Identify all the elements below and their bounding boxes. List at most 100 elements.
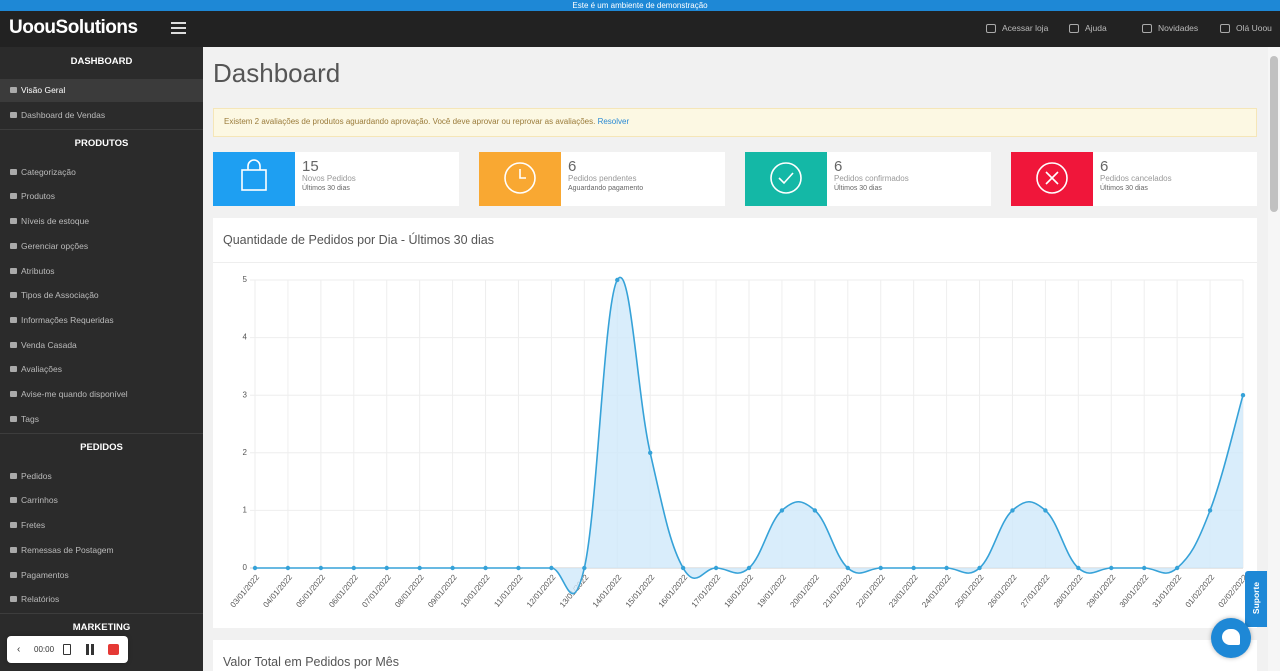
alert: Existem 2 avaliações de produtos aguarda… <box>213 108 1257 137</box>
bag-handle <box>247 159 261 170</box>
y-tick-label: 5 <box>243 275 248 284</box>
nav-link[interactable]: Olá Uoou <box>1236 23 1272 33</box>
sidebar-icon <box>10 218 17 225</box>
sidebar-icon <box>10 497 17 504</box>
sidebar-item[interactable]: Avaliações <box>21 364 62 375</box>
sidebar-section-title: DASHBOARD <box>70 56 133 67</box>
point <box>713 565 719 571</box>
check <box>778 172 794 185</box>
recorder-back[interactable]: ‹ <box>17 644 21 655</box>
icon-circle <box>504 162 536 194</box>
icon-circle <box>1036 162 1068 194</box>
logo[interactable]: UoouSolutions <box>9 17 138 38</box>
sidebar-icon <box>10 596 17 603</box>
sidebar-divider <box>0 613 203 615</box>
stat-icon-box <box>745 152 827 206</box>
sidebar-item[interactable]: Pedidos <box>21 470 52 481</box>
recorder-stop[interactable] <box>108 644 119 655</box>
sidebar-item[interactable]: Pagamentos <box>21 569 69 580</box>
menu-toggle[interactable] <box>171 22 186 34</box>
x-tick-label: 26/01/2022 <box>986 572 1019 609</box>
recorder-time: 00:00 <box>34 645 55 654</box>
point <box>318 565 324 571</box>
point <box>417 565 422 571</box>
sidebar-item[interactable]: Dashboard de Vendas <box>21 109 106 120</box>
point <box>911 565 916 571</box>
point <box>1109 565 1114 571</box>
point <box>779 508 785 513</box>
menu-bar <box>171 27 186 29</box>
stat-card: 6 Pedidos pendentes Aguardando pagamento <box>479 152 725 206</box>
alert-link[interactable]: Resolver <box>597 117 630 126</box>
sidebar-item[interactable]: Níveis de estoque <box>21 216 90 227</box>
x-tick-label: 25/01/2022 <box>953 572 986 609</box>
point <box>1240 393 1246 398</box>
point <box>1076 565 1081 571</box>
point <box>845 565 850 571</box>
y-tick-label: 2 <box>243 448 248 457</box>
sidebar-icon <box>10 267 17 274</box>
sidebar-divider <box>0 128 203 130</box>
stat-value: 6 <box>1100 158 1109 175</box>
sidebar-item[interactable]: Categorização <box>21 166 76 177</box>
x-tick-label: 12/01/2022 <box>525 572 558 609</box>
stat-sub: Últimos 30 dias <box>1100 185 1148 192</box>
sidebar-item[interactable]: Tipos de Associação <box>21 290 99 301</box>
sidebar-item[interactable]: Visão Geral <box>21 85 66 95</box>
point <box>615 277 620 283</box>
sidebar-item[interactable]: Venda Casada <box>21 339 77 350</box>
point <box>1207 508 1213 513</box>
x-tick-label: 07/01/2022 <box>360 572 393 609</box>
support-tab[interactable]: Suporte <box>1245 571 1267 627</box>
stat-sub: Últimos 30 dias <box>834 185 882 192</box>
sidebar-item[interactable]: Relatórios <box>21 594 60 605</box>
sidebar-icon <box>10 415 17 422</box>
scrollbar-thumb <box>1270 56 1278 212</box>
x-tick-label: 31/01/2022 <box>1151 572 1184 609</box>
x-tick-label: 20/01/2022 <box>788 572 821 609</box>
point <box>384 565 389 571</box>
x-tick-label: 18/01/2022 <box>723 572 756 609</box>
nav-icon <box>1142 24 1152 33</box>
sidebar-item[interactable]: Fretes <box>21 520 46 531</box>
x-tick-label: 27/01/2022 <box>1019 572 1052 609</box>
sidebar-icon <box>10 242 17 249</box>
nav-link[interactable]: Novidades <box>1158 23 1199 33</box>
sidebar-item[interactable]: Produtos <box>21 191 56 202</box>
x-tick-label: 28/01/2022 <box>1052 572 1085 609</box>
y-tick-label: 3 <box>243 390 248 399</box>
nav-link[interactable]: Acessar loja <box>1002 23 1049 33</box>
sidebar-item[interactable]: Gerenciar opções <box>21 240 89 251</box>
stat-icon-box <box>479 152 561 206</box>
x-tick-label: 19/01/2022 <box>755 572 788 609</box>
recorder-delete[interactable] <box>63 644 71 655</box>
sidebar-item[interactable]: Tags <box>21 413 39 424</box>
sidebar-icon <box>10 316 17 323</box>
sidebar-icon <box>10 341 17 348</box>
nav-link[interactable]: Ajuda <box>1085 23 1107 33</box>
recorder-pause[interactable] <box>86 644 94 655</box>
sidebar-item[interactable]: Carrinhos <box>21 495 58 506</box>
point <box>1174 565 1180 571</box>
sidebar-icon <box>10 292 17 299</box>
chat-button[interactable] <box>1211 618 1251 658</box>
point <box>812 508 818 513</box>
x-tick-label: 14/01/2022 <box>591 572 624 609</box>
x-tick-label: 03/01/2022 <box>229 572 262 609</box>
point <box>1043 508 1048 513</box>
sidebar-item[interactable]: Avise-me quando disponível <box>21 389 128 399</box>
sidebar-icon <box>10 391 17 397</box>
point <box>878 565 883 571</box>
x-tick-label: 22/01/2022 <box>854 572 887 609</box>
sidebar-item[interactable]: Remessas de Postagem <box>21 544 114 555</box>
point <box>944 565 949 571</box>
sidebar-icon <box>10 472 17 479</box>
chat-bubble <box>1222 629 1240 645</box>
point <box>746 565 752 571</box>
point <box>549 565 554 571</box>
x-tick-label: 24/01/2022 <box>920 572 953 609</box>
sidebar-item[interactable]: Atributos <box>21 265 55 276</box>
sidebar-item[interactable]: Informações Requeridas <box>21 314 114 325</box>
stat-icon <box>504 162 536 194</box>
top-bar <box>0 11 1280 47</box>
